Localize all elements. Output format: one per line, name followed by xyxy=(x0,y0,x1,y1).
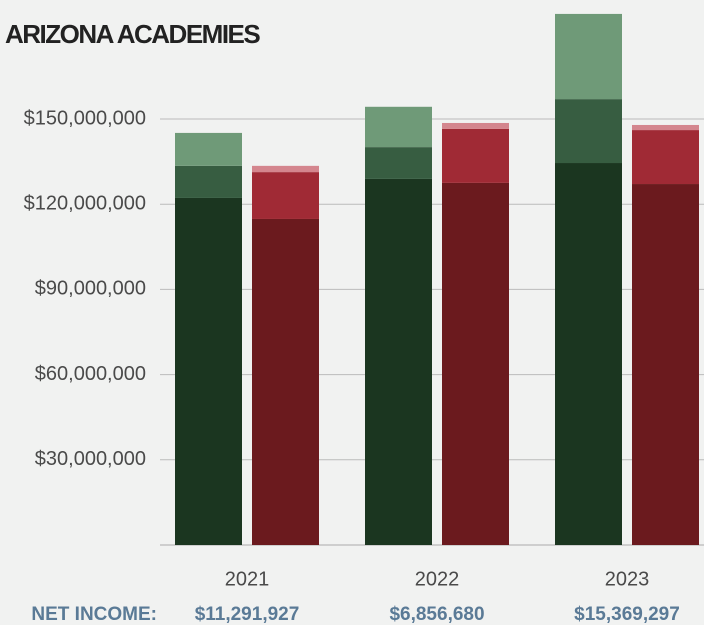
bar-segment xyxy=(555,163,622,545)
bar-segment xyxy=(175,132,242,166)
bar-segment xyxy=(365,147,432,179)
bar-segment xyxy=(252,172,319,219)
x-tick-label: 2022 xyxy=(415,568,460,590)
bar-segment xyxy=(555,13,622,100)
bar-segment xyxy=(632,124,699,131)
net-income-value: $6,856,680 xyxy=(389,604,484,625)
y-tick-label: $90,000,000 xyxy=(35,278,146,300)
bar-segment xyxy=(365,178,432,545)
bar-segment xyxy=(252,218,319,545)
bar-segment xyxy=(175,165,242,198)
bar-segment xyxy=(632,130,699,185)
x-tick-label: 2023 xyxy=(605,568,650,590)
bar-segment xyxy=(175,197,242,545)
bar-segment xyxy=(632,184,699,545)
y-tick-label: $60,000,000 xyxy=(35,363,146,385)
y-tick-label: $120,000,000 xyxy=(24,192,146,214)
y-tick-label: $150,000,000 xyxy=(24,107,146,129)
net-income-value: $15,369,297 xyxy=(574,604,680,625)
bar-segment xyxy=(442,122,509,129)
bar-segment xyxy=(252,165,319,173)
y-tick-label: $30,000,000 xyxy=(35,448,146,470)
bar-segment xyxy=(365,106,432,148)
x-tick-label: 2021 xyxy=(225,568,270,590)
bar-segment xyxy=(555,99,622,164)
net-income-value: $11,291,927 xyxy=(195,604,300,625)
chart-title: ARIZONA ACADEMIES xyxy=(5,19,260,49)
net-income-label: NET INCOME: xyxy=(31,604,157,625)
bar-segment xyxy=(442,128,509,183)
bar-segment xyxy=(442,182,509,545)
